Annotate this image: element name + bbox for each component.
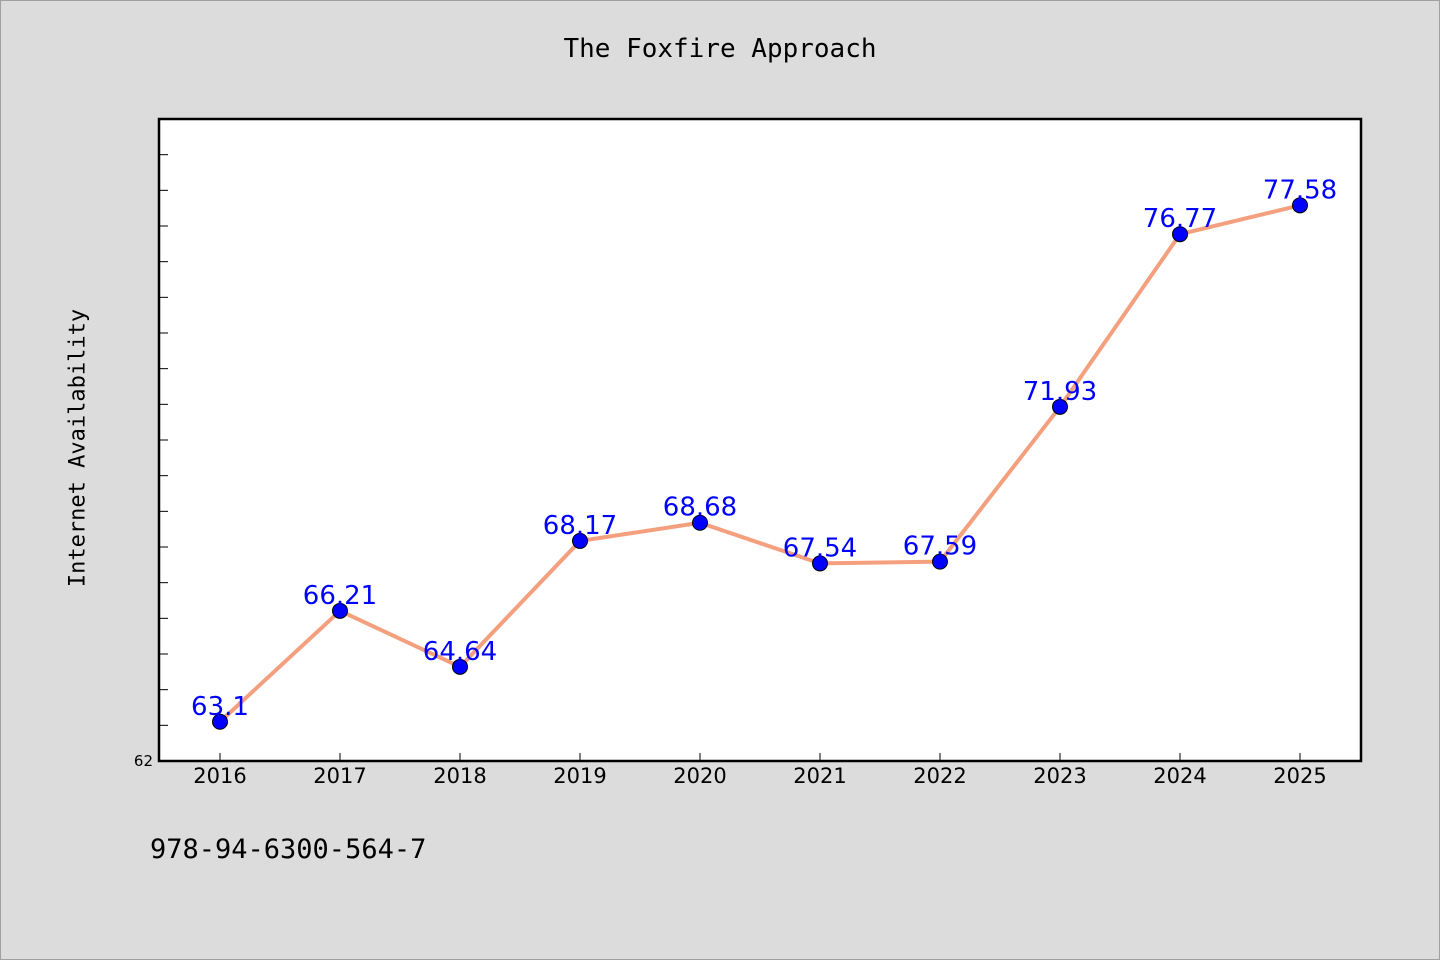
series-line	[218, 203, 1301, 724]
data-label: 68.68	[663, 493, 737, 523]
x-tick-label: 2018	[433, 764, 486, 788]
x-tick-label: 2025	[1273, 764, 1326, 788]
x-tick-label: 2023	[1033, 764, 1086, 788]
data-point	[572, 532, 588, 549]
isbn-footer-text: 978-94-6300-564-7	[150, 834, 427, 865]
y-axis-ticks: 62	[134, 154, 168, 770]
data-point	[1292, 197, 1308, 214]
data-labels: 63.1 66.21 64.64 68.17 68.68 67.54 67.59 71.93 7…	[191, 175, 1337, 721]
data-point	[212, 713, 228, 730]
data-label: 68.17	[543, 511, 617, 541]
data-markers	[212, 197, 1308, 730]
data-label: 76.77	[1143, 204, 1217, 234]
x-tick-label: 2017	[313, 764, 366, 788]
x-tick-label: 2021	[793, 764, 846, 788]
x-tick-label: 2024	[1153, 764, 1206, 788]
data-point	[332, 602, 348, 619]
data-point	[452, 658, 468, 675]
data-label: 67.54	[783, 533, 857, 563]
data-point	[812, 555, 828, 572]
data-label: 77.58	[1263, 175, 1337, 205]
x-tick-label: 2022	[913, 764, 966, 788]
data-label: 71.93	[1023, 377, 1097, 407]
chart-title: The Foxfire Approach	[563, 34, 877, 64]
y-tick-label: 62	[134, 752, 153, 770]
data-point	[932, 553, 948, 570]
data-point	[1172, 226, 1188, 243]
x-tick-label: 2019	[553, 764, 606, 788]
x-tick-label: 2016	[193, 764, 246, 788]
x-axis-ticks: 2016 2017 2018 2019 2020 2021 2022 2023 2024 2025	[193, 753, 1327, 788]
plot-area	[157, 117, 1363, 763]
data-label: 67.59	[903, 532, 977, 562]
data-label: 63.1	[191, 692, 249, 722]
data-point	[1052, 398, 1068, 415]
data-label: 66.21	[303, 581, 377, 611]
x-tick-label: 2020	[673, 764, 726, 788]
data-label: 64.64	[423, 637, 497, 667]
data-point	[692, 514, 708, 531]
